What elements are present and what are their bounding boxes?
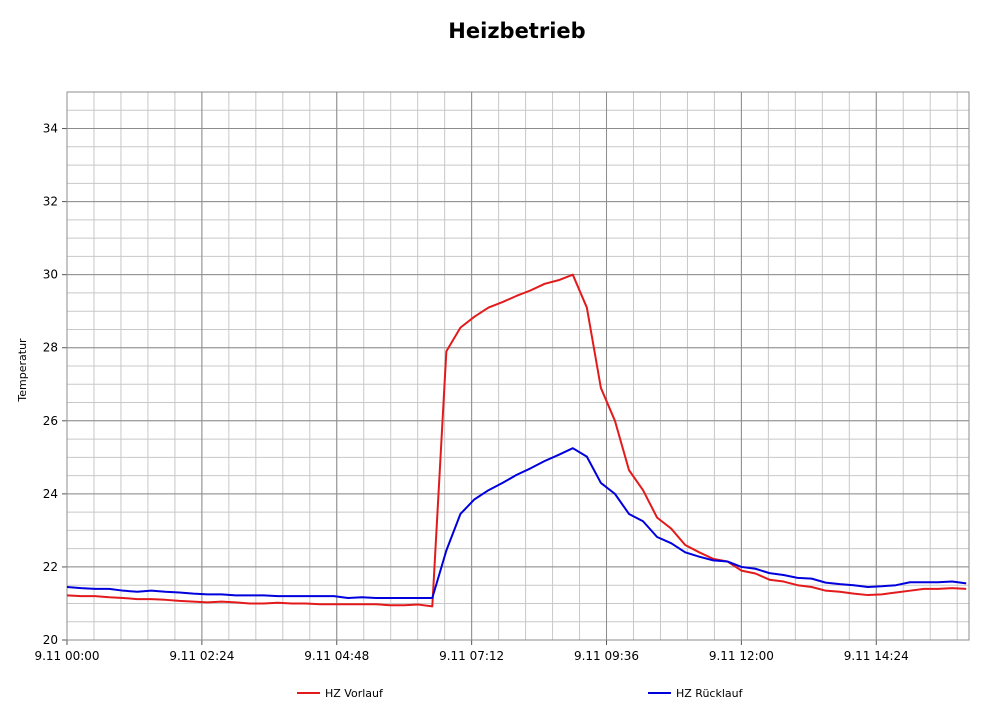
y-tick-label: 20 [43, 633, 58, 647]
chart-title: Heizbetrieb [448, 19, 585, 43]
legend-label: HZ Vorlauf [325, 687, 384, 700]
y-tick-label: 32 [43, 195, 58, 209]
line-series [66, 447, 967, 599]
y-tick-label: 24 [43, 487, 58, 501]
x-tick-label: 9.11 02:24 [169, 649, 234, 663]
x-tick-label: 9.11 04:48 [304, 649, 369, 663]
x-tick-label: 9.11 14:24 [844, 649, 909, 663]
x-tick-label: 9.11 00:00 [34, 649, 99, 663]
y-axis-label: Temperatur [16, 338, 29, 403]
legend-label: HZ Rücklauf [676, 687, 744, 700]
x-tick-label: 9.11 07:12 [439, 649, 504, 663]
y-tick-label: 26 [43, 414, 58, 428]
plot-frame [66, 91, 970, 641]
y-tick-label: 34 [43, 122, 58, 136]
x-tick-label: 9.11 09:36 [574, 649, 639, 663]
line-series [66, 273, 967, 608]
y-tick-label: 22 [43, 560, 58, 574]
x-tick-label: 9.11 12:00 [709, 649, 774, 663]
y-tick-label: 28 [43, 341, 58, 355]
y-tick-label: 30 [43, 268, 58, 282]
